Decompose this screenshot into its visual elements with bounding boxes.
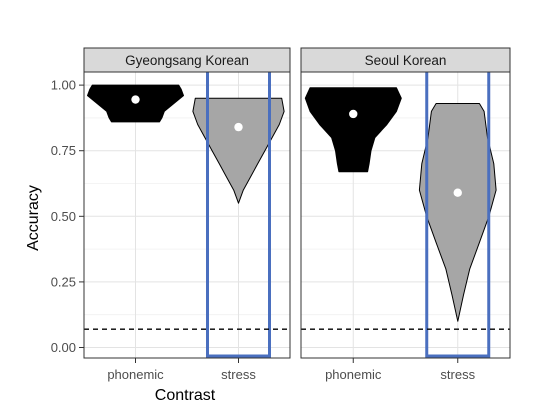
facet-panel: Gyeongsang Korean phonemic stress — [83, 47, 291, 382]
y-tick-label: 0.50 — [51, 209, 76, 224]
violin-stress — [192, 97, 285, 204]
x-tick-label: phonemic — [107, 367, 164, 382]
x-tick-label: stress — [440, 367, 475, 382]
y-axis-title: Accuracy — [25, 185, 42, 251]
mean-point — [453, 188, 462, 197]
y-tick-label: 1.00 — [51, 78, 76, 93]
facet-title: Gyeongsang Korean — [125, 53, 249, 68]
x-tick-label: phonemic — [325, 367, 382, 382]
y-tick-label: 0.25 — [51, 274, 76, 289]
mean-point — [234, 122, 243, 132]
x-tick-label: stress — [221, 367, 256, 382]
violin-stress — [418, 103, 497, 322]
violin-phonemic — [304, 87, 402, 173]
facet-title: Seoul Korean — [365, 53, 447, 68]
facet-panel: Seoul Korean phonemic stress — [300, 47, 511, 382]
x-axis-title: Contrast — [155, 387, 216, 404]
y-tick-label: 0.75 — [51, 143, 76, 158]
mean-point — [349, 109, 358, 119]
facet-strip — [300, 47, 511, 73]
facet-strip — [83, 47, 291, 73]
y-tick-label: 0.00 — [51, 340, 76, 355]
y-tick-labels: 0.00 0.25 0.50 0.75 1.00 — [51, 78, 84, 355]
mean-point — [131, 95, 140, 104]
